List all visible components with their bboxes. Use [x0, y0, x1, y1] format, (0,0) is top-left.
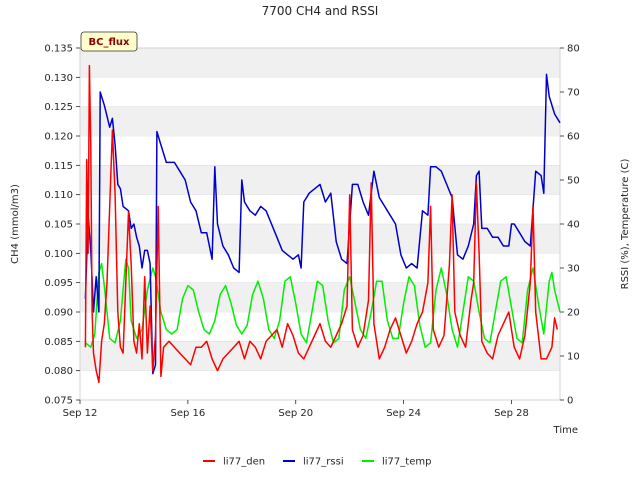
y-tick-label: 0.085 — [44, 337, 73, 348]
y-right-tick-label: 80 — [567, 44, 580, 55]
y-right-tick-label: 40 — [567, 220, 580, 231]
right-axis: 0 10 20 30 40 50 60 70 80 — [560, 44, 580, 407]
x-tick-label: Sep 20 — [278, 408, 313, 419]
y-tick-label: 0.090 — [44, 308, 73, 319]
x-axis: Sep 12 Sep 16 Sep 20 Sep 24 Sep 28 — [63, 400, 529, 419]
series-layer — [84, 64, 561, 384]
y-tick-label: 0.110 — [44, 190, 73, 201]
legend: li77_den li77_rssi li77_temp — [203, 457, 431, 468]
y-right-tick-label: 10 — [567, 352, 580, 363]
plot-band — [80, 165, 560, 195]
x-tick-label: Sep 12 — [63, 408, 98, 419]
plot-band — [80, 48, 560, 78]
y-axis-right-label: RSSI (%), Temperature (C) — [620, 159, 631, 290]
y-right-tick-label: 30 — [567, 264, 580, 275]
y-tick-label: 0.100 — [44, 249, 73, 260]
y-tick-label: 0.120 — [44, 132, 73, 143]
site-badge: BC_flux — [80, 31, 138, 52]
site-badge-label: BC_flux — [89, 37, 130, 48]
plot-band — [80, 106, 560, 136]
legend-label: li77_den — [223, 457, 265, 468]
y-tick-label: 0.080 — [44, 366, 73, 377]
y-right-tick-label: 50 — [567, 176, 580, 187]
legend-label: li77_temp — [382, 457, 431, 468]
y-right-tick-label: 70 — [567, 88, 580, 99]
y-tick-label: 0.125 — [44, 102, 73, 113]
legend-label: li77_rssi — [303, 457, 344, 468]
y-tick-label: 0.105 — [44, 220, 73, 231]
x-axis-label: Time — [553, 425, 578, 436]
y-right-tick-label: 0 — [567, 396, 573, 407]
series-line-li77-den — [84, 64, 559, 384]
x-tick-label: Sep 24 — [386, 408, 421, 419]
y-tick-label: 0.115 — [44, 161, 73, 172]
series-line-li77-temp — [84, 258, 561, 348]
plot-band — [80, 282, 560, 312]
y-right-tick-label: 20 — [567, 308, 580, 319]
y-tick-label: 0.075 — [44, 396, 73, 407]
x-tick-label: Sep 28 — [494, 408, 529, 419]
y-tick-label: 0.130 — [44, 73, 73, 84]
y-tick-label: 0.095 — [44, 278, 73, 289]
y-tick-label: 0.135 — [44, 44, 73, 55]
plot-band — [80, 224, 560, 254]
chart-title: 7700 CH4 and RSSI — [262, 4, 379, 18]
y-axis-label: CH4 (mmol/m3) — [10, 184, 21, 264]
plot-bands — [80, 47, 560, 371]
x-tick-label: Sep 16 — [170, 408, 205, 419]
left-axis: 0.075 0.080 0.085 0.090 0.095 0.100 0.105 0.110… — [44, 44, 80, 407]
series-line-li77-rssi — [84, 73, 561, 375]
y-right-tick-label: 60 — [567, 132, 580, 143]
site-badge-box — [80, 31, 138, 52]
